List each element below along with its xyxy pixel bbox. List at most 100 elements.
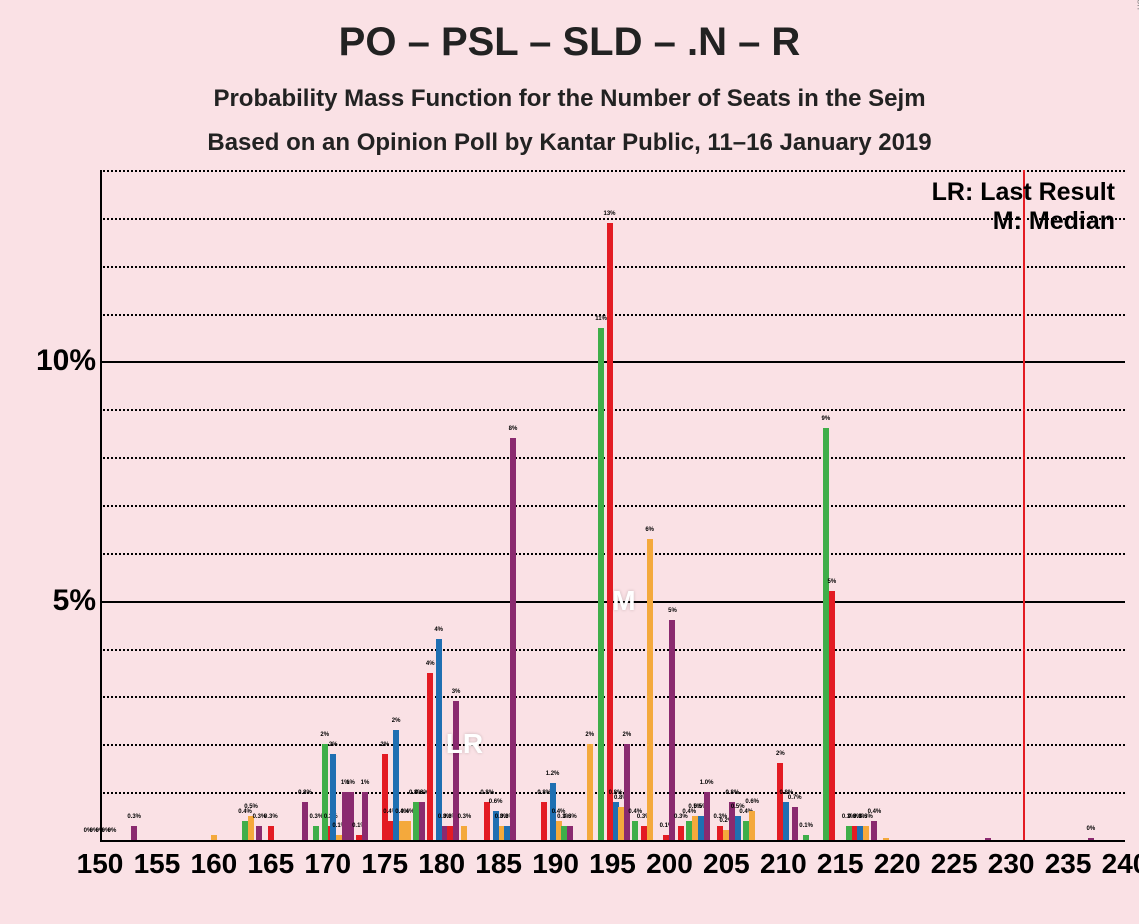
grid-line-minor (100, 744, 1125, 746)
x-tick-label: 160 (191, 848, 238, 880)
bar-red (678, 826, 684, 840)
bar-value-label: 8% (509, 426, 518, 432)
bar-purple (362, 792, 368, 840)
bar-value-label: 0.6% (489, 799, 503, 805)
last-result-marker: LR (446, 728, 483, 760)
plot-area: 5%10%15015516016517017518018519019520020… (100, 170, 1125, 840)
bar-value-label: 2% (320, 732, 329, 738)
bar-value-label: 0.3% (264, 814, 278, 820)
bar-orange (587, 744, 593, 840)
bar-value-label: 0.8% (480, 790, 494, 796)
bar-purple (624, 744, 630, 840)
bar-value-label: 0.4% (868, 809, 882, 815)
bar-red (541, 802, 547, 840)
bar-value-label: 11% (595, 316, 607, 322)
bar-value-label: 1.0% (700, 780, 714, 786)
bar-purple (704, 792, 710, 840)
bar-value-label: 0.6% (745, 799, 759, 805)
legend-line: M: Median (932, 207, 1115, 236)
bar-purple (419, 802, 425, 840)
legend: LR: Last ResultM: Median (932, 178, 1115, 236)
bar-purple (131, 826, 137, 840)
y-tick-label: 10% (0, 344, 96, 378)
bar-value-label: 2% (623, 732, 632, 738)
x-tick-label: 190 (532, 848, 579, 880)
bar-orange (749, 811, 755, 840)
x-tick-label: 220 (874, 848, 921, 880)
bar-purple (302, 802, 308, 840)
y-tick-label: 5% (0, 584, 96, 618)
bar-value-label: 3% (452, 689, 461, 695)
chart-title: PO – PSL – SLD – .N – R (0, 0, 1139, 65)
x-tick-label: 165 (247, 848, 294, 880)
bar-value-label: 2% (392, 718, 401, 724)
x-tick-label: 205 (703, 848, 750, 880)
bar-purple (256, 826, 262, 840)
bar-purple (1088, 838, 1094, 840)
bar-purple (985, 838, 991, 840)
grid-line-minor (100, 266, 1125, 268)
grid-line-major (100, 840, 1125, 842)
bar-purple (792, 807, 798, 841)
bar-orange (248, 816, 254, 840)
bar-orange (461, 826, 467, 840)
x-tick-label: 215 (817, 848, 864, 880)
bar-purple (567, 826, 573, 840)
x-tick-label: 225 (931, 848, 978, 880)
median-marker: M (612, 585, 635, 617)
grid-line-minor (100, 505, 1125, 507)
last-result-line (1023, 170, 1025, 840)
bar-value-label: 2% (585, 732, 594, 738)
bar-red (607, 223, 613, 840)
bar-value-label: 13% (603, 211, 615, 217)
chart-subtitle-1: Probability Mass Function for the Number… (0, 85, 1139, 113)
bar-purple (510, 438, 516, 840)
bar-value-label: 0.1% (799, 823, 813, 829)
bar-value-label: 5% (828, 579, 837, 585)
bar-value-label: 1% (346, 780, 355, 786)
grid-line-major (100, 361, 1125, 363)
copyright-text: © 2019 Filip van Laenen (1135, 0, 1139, 10)
bar-value-label: 0% (1086, 826, 1095, 832)
x-tick-label: 150 (77, 848, 124, 880)
x-tick-label: 180 (418, 848, 465, 880)
bar-value-label: 0.5% (244, 804, 258, 810)
bar-value-label: 9% (822, 416, 831, 422)
bar-red (268, 826, 274, 840)
x-tick-label: 175 (361, 848, 408, 880)
bar-value-label: 0.8% (726, 790, 740, 796)
bar-blue (436, 639, 442, 840)
grid-line-minor (100, 457, 1125, 459)
bar-orange (883, 838, 889, 840)
bar-value-label: 1% (361, 780, 370, 786)
bar-value-label: 0% (108, 828, 117, 834)
x-tick-label: 195 (589, 848, 636, 880)
x-tick-label: 155 (134, 848, 181, 880)
bar-green (632, 821, 638, 840)
legend-line: LR: Last Result (932, 178, 1115, 207)
x-tick-label: 235 (1045, 848, 1092, 880)
bar-value-label: 4% (426, 661, 435, 667)
bar-red (484, 802, 490, 840)
grid-line-minor (100, 696, 1125, 698)
grid-line-minor (100, 409, 1125, 411)
x-tick-label: 230 (988, 848, 1035, 880)
grid-line-minor (100, 649, 1125, 651)
bar-purple (348, 792, 354, 840)
x-tick-label: 240 (1102, 848, 1139, 880)
bar-green (598, 328, 604, 840)
bar-value-label: 0.8% (298, 790, 312, 796)
bar-orange (863, 826, 869, 840)
bar-red (829, 591, 835, 840)
bar-green (313, 826, 319, 840)
bar-value-label: 0.7% (788, 795, 802, 801)
chart-subtitle-2: Based on an Opinion Poll by Kantar Publi… (0, 129, 1139, 157)
bar-value-label: 2% (776, 751, 785, 757)
bar-purple (871, 821, 877, 840)
bar-value-label: 2% (329, 742, 338, 748)
bar-value-label: 0.3% (127, 814, 141, 820)
x-tick-label: 210 (760, 848, 807, 880)
bar-value-label: 1.2% (546, 771, 560, 777)
bar-blue (783, 802, 789, 840)
bar-orange (211, 835, 217, 840)
